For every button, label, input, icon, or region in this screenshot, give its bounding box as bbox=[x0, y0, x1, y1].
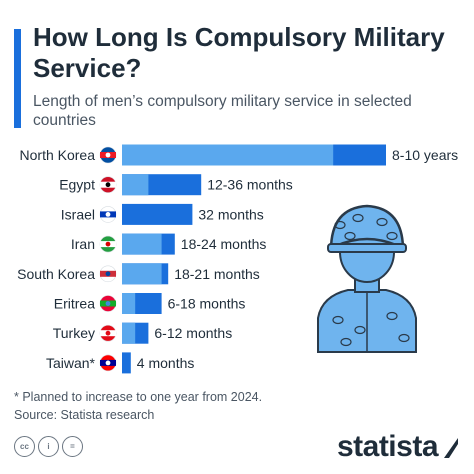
soldier-helmet-brim bbox=[327, 243, 407, 253]
footnote: * Planned to increase to one year from 2… bbox=[14, 388, 262, 424]
license-icons: cc i = bbox=[14, 436, 83, 457]
camo-spot bbox=[340, 337, 352, 347]
soldier-icon bbox=[317, 204, 417, 353]
country-label: North Korea bbox=[20, 147, 96, 163]
bar-min bbox=[122, 263, 162, 285]
camo-spot bbox=[354, 325, 366, 335]
flag-icon bbox=[99, 235, 117, 253]
flag-icon bbox=[99, 146, 117, 164]
country-label: Iran bbox=[71, 236, 95, 252]
flag-emblem bbox=[105, 360, 111, 366]
flag-emblem bbox=[105, 182, 111, 188]
bar-min bbox=[122, 174, 149, 196]
flag-emblem bbox=[105, 271, 111, 277]
bar-row: Taiwan* 4 months bbox=[46, 352, 195, 374]
chart-subtitle: Length of men’s compulsory military serv… bbox=[33, 93, 412, 129]
bar-row: Israel 32 months bbox=[61, 203, 264, 225]
country-label: Israel bbox=[61, 206, 95, 222]
value-label: 6-18 months bbox=[168, 296, 246, 312]
value-label: 12-36 months bbox=[207, 177, 293, 193]
camo-spot bbox=[398, 333, 410, 343]
flag-icon bbox=[99, 295, 117, 312]
bar-min bbox=[122, 233, 162, 255]
attribution-icon[interactable]: i bbox=[38, 436, 59, 457]
flag-icon bbox=[99, 265, 117, 283]
country-label: Turkey bbox=[53, 325, 95, 341]
country-label: Eritrea bbox=[54, 296, 95, 312]
value-label: 4 months bbox=[137, 355, 195, 371]
bar-row: Iran 18-24 months bbox=[71, 233, 267, 255]
bar-chart: North Korea 8-10 years Egypt 12-36 months Is… bbox=[17, 144, 458, 374]
title-accent-bar bbox=[14, 29, 21, 128]
flag-icon bbox=[99, 206, 117, 223]
bar-min bbox=[122, 293, 136, 314]
flag-emblem bbox=[105, 330, 111, 336]
footnote-source: Source: Statista research bbox=[14, 408, 155, 422]
country-label: Taiwan* bbox=[46, 355, 96, 371]
flag-emblem bbox=[105, 241, 111, 247]
flag-icon bbox=[99, 176, 117, 193]
value-label: 8-10 years bbox=[392, 147, 458, 163]
no-derivatives-icon[interactable]: = bbox=[62, 436, 83, 457]
bar-max bbox=[122, 352, 131, 374]
camo-spot bbox=[386, 231, 398, 241]
statista-logo[interactable]: statista bbox=[336, 430, 439, 463]
bar-row: Eritrea 6-18 months bbox=[54, 293, 246, 314]
footer-bar: cc i = statista bbox=[14, 430, 460, 463]
bar-max bbox=[122, 203, 193, 225]
bar-row: Egypt 12-36 months bbox=[59, 174, 293, 196]
value-label: 32 months bbox=[198, 206, 263, 222]
flag-emblem bbox=[105, 152, 111, 158]
value-label: 18-21 months bbox=[174, 266, 260, 282]
chart-title: How Long Is Compulsory Military Service? bbox=[33, 22, 445, 83]
camo-spot bbox=[352, 213, 364, 223]
camo-spot bbox=[344, 231, 356, 241]
country-label: South Korea bbox=[17, 266, 95, 282]
country-label: Egypt bbox=[59, 177, 95, 193]
flag-emblem bbox=[105, 301, 111, 306]
camo-spot bbox=[334, 220, 346, 230]
camo-spot bbox=[386, 311, 398, 321]
statista-mark-icon bbox=[444, 438, 458, 458]
footnote-note: * Planned to increase to one year from 2… bbox=[14, 390, 263, 404]
value-label: 18-24 months bbox=[181, 236, 267, 252]
cc-license-icon[interactable]: cc bbox=[14, 436, 35, 457]
camo-spot bbox=[332, 315, 344, 325]
bar-min bbox=[122, 322, 136, 344]
bar-row: North Korea 8-10 years bbox=[20, 144, 458, 166]
bar-row: South Korea 18-21 months bbox=[17, 263, 260, 285]
flag-emblem bbox=[105, 212, 111, 217]
flag-icon bbox=[99, 354, 117, 372]
bar-row: Turkey 6-12 months bbox=[53, 322, 232, 344]
value-label: 6-12 months bbox=[154, 325, 232, 341]
flag-icon bbox=[99, 324, 117, 342]
bar-min bbox=[122, 144, 334, 166]
camo-spot bbox=[376, 217, 388, 227]
